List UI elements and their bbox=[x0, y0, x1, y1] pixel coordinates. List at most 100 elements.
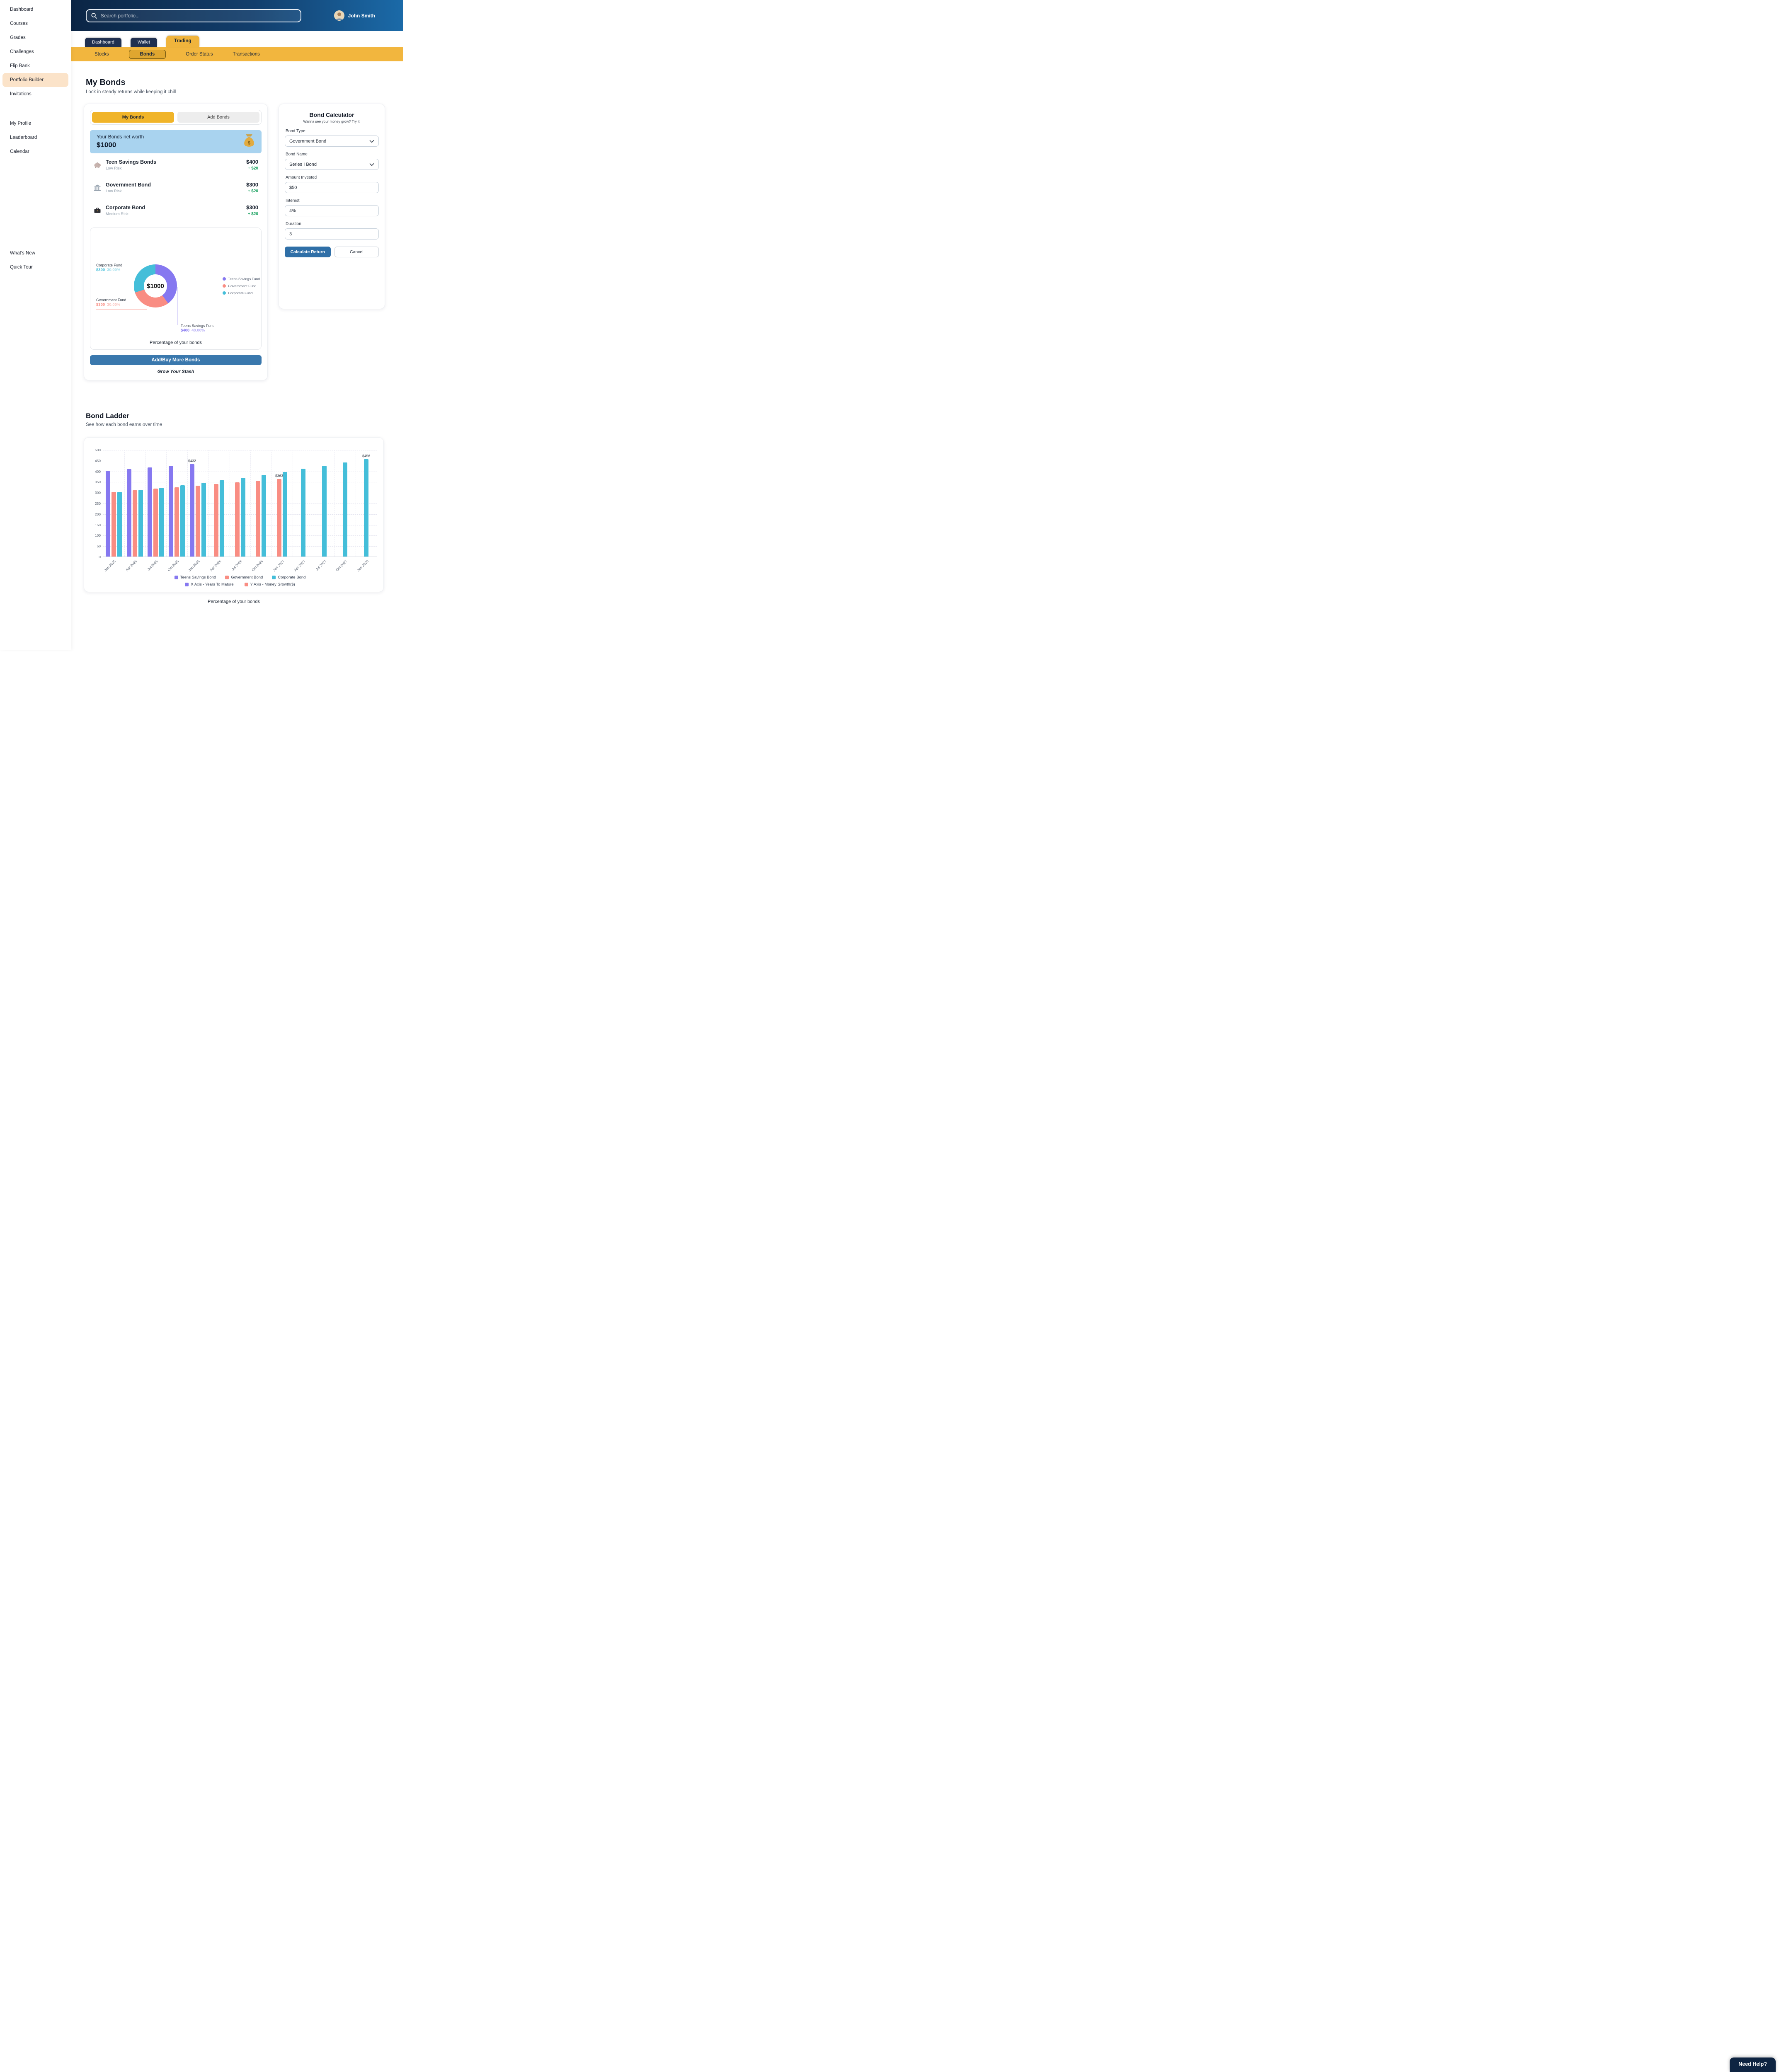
sidebar-item-challenges[interactable]: Challenges bbox=[10, 49, 34, 54]
money-bag-icon: $ bbox=[243, 134, 255, 149]
gridline bbox=[271, 450, 272, 557]
bar-government-bond-apr-2026 bbox=[213, 484, 218, 557]
net-worth-label: Your Bonds net worth bbox=[97, 134, 144, 140]
subtab-transactions[interactable]: Transactions bbox=[233, 51, 260, 57]
sidebar-nav: Dashboard Courses Grades Challenges Flip Ban… bbox=[0, 2, 71, 274]
legend-item-corporate-fund: Corporate Fund bbox=[223, 291, 260, 295]
trading-subtabs: Stocks Bonds Order Status Transactions bbox=[71, 47, 403, 61]
add-buy-more-bonds-button[interactable]: Add/Buy More Bonds bbox=[90, 355, 262, 365]
bar-teens-savings-bond-apr-2025 bbox=[126, 469, 131, 557]
briefcase-icon bbox=[93, 206, 102, 215]
legend-label: Corporate Fund bbox=[228, 291, 253, 295]
subtab-bonds[interactable]: Bonds bbox=[128, 49, 166, 59]
legend-label: Teens Savings Fund bbox=[228, 277, 260, 281]
bond-value: $300 bbox=[246, 182, 258, 188]
bond-allocation-chart: $1000 Corporate Fund $300 30.00% Governme… bbox=[90, 228, 262, 350]
y-tick-label: 150 bbox=[95, 523, 101, 527]
interest-field[interactable] bbox=[285, 205, 379, 216]
bar-chart-legend: Teens Savings Bond Government Bond Corpora… bbox=[103, 575, 377, 580]
gridline bbox=[334, 450, 335, 557]
duration-input[interactable] bbox=[289, 231, 374, 237]
main-column: John Smith Dashboard Wallet Trading Stocks… bbox=[71, 0, 403, 650]
legend-swatch bbox=[244, 583, 248, 586]
corporate-fund-label: Corporate Fund $300 30.00% bbox=[96, 263, 123, 272]
bar-corporate-bond-jan-2027 bbox=[283, 472, 288, 557]
calculator-title: Bond Calculator bbox=[309, 111, 354, 118]
sidebar-item-calendar[interactable]: Calendar bbox=[10, 149, 29, 154]
interest-label: Interest bbox=[286, 198, 300, 203]
add-bonds-toggle-button[interactable]: Add Bonds bbox=[177, 112, 259, 123]
bar-government-bond-jan-2025 bbox=[111, 491, 116, 557]
bond-row-corporate-bond[interactable]: Corporate Bond Medium Risk $300 + $20 bbox=[90, 199, 262, 222]
search-box[interactable] bbox=[86, 9, 301, 22]
bar-teens-savings-bond-jan-2025 bbox=[105, 471, 110, 557]
legend-item-x-axis-years-to-mature: X Axis - Years To Mature bbox=[185, 582, 234, 587]
bar-teens-savings-bond-oct-2025 bbox=[169, 466, 174, 557]
donut-center-value: $1000 bbox=[147, 282, 164, 290]
bond-name: Government Bond bbox=[106, 182, 151, 188]
sidebar: Dashboard Courses Grades Challenges Flip Ban… bbox=[0, 0, 71, 650]
bond-calculator-card: Bond Calculator Wanna see your money gro… bbox=[279, 104, 385, 309]
page-title: My Bonds bbox=[86, 78, 126, 87]
tab-trading[interactable]: Trading bbox=[166, 36, 199, 47]
gridline bbox=[103, 546, 377, 547]
bond-type-select[interactable]: Government Bond bbox=[285, 136, 379, 147]
bond-row-government-bond[interactable]: Government Bond Low Risk $300 + $20 bbox=[90, 176, 262, 199]
sidebar-item-portfolio-builder[interactable]: Portfolio Builder bbox=[2, 73, 68, 87]
interest-input[interactable] bbox=[289, 208, 374, 213]
gridline bbox=[208, 450, 209, 557]
tab-wallet[interactable]: Wallet bbox=[130, 38, 157, 47]
bank-icon bbox=[93, 184, 102, 192]
sidebar-item-grades[interactable]: Grades bbox=[10, 35, 26, 40]
legend-item-y-axis-money-growth: Y Axis - Money Growth($) bbox=[244, 582, 295, 587]
my-bonds-toggle-button[interactable]: My Bonds bbox=[92, 112, 174, 123]
axis-notes: X Axis - Years To Mature Y Axis - Money G… bbox=[103, 582, 377, 587]
bar-government-bond-jul-2026 bbox=[235, 482, 240, 557]
need-help-button[interactable]: Need Help? bbox=[1730, 2057, 1776, 2072]
bar-corporate-bond-apr-2026 bbox=[219, 480, 224, 557]
calculator-buttons: Calculate Return Cancel bbox=[285, 247, 379, 257]
subtab-order-status[interactable]: Order Status bbox=[186, 51, 213, 57]
bond-name-select[interactable]: Series I Bond bbox=[285, 159, 379, 170]
calculate-return-button[interactable]: Calculate Return bbox=[285, 247, 331, 257]
bar-annotation: $363 bbox=[275, 473, 283, 478]
my-bonds-card: My Bonds Add Bonds Your Bonds net worth … bbox=[84, 104, 268, 380]
donut-legend: Teens Savings Fund Government Fund Corpora… bbox=[223, 277, 260, 298]
bond-change: + $20 bbox=[247, 166, 258, 171]
sidebar-item-dashboard[interactable]: Dashboard bbox=[10, 7, 34, 12]
sidebar-item-quick-tour[interactable]: Quick Tour bbox=[10, 265, 33, 270]
y-tick-label: 300 bbox=[95, 491, 101, 495]
sidebar-item-what-s-new[interactable]: What's New bbox=[10, 251, 35, 256]
sidebar-item-courses[interactable]: Courses bbox=[10, 21, 28, 26]
search-input[interactable] bbox=[101, 12, 296, 19]
y-tick-label: 500 bbox=[95, 448, 101, 452]
bar-corporate-bond-jul-2027 bbox=[322, 465, 327, 557]
amount-invested-field[interactable] bbox=[285, 182, 379, 193]
user-menu[interactable]: John Smith bbox=[334, 10, 375, 21]
tab-dashboard[interactable]: Dashboard bbox=[85, 38, 121, 47]
sidebar-item-leaderboard[interactable]: Leaderboard bbox=[10, 135, 37, 140]
sidebar-item-flip-bank[interactable]: Flip Bank bbox=[10, 63, 30, 68]
bar-corporate-bond-oct-2026 bbox=[262, 474, 267, 557]
bar-corporate-bond-oct-2027 bbox=[343, 462, 348, 557]
sidebar-item-my-profile[interactable]: My Profile bbox=[10, 121, 32, 126]
gridline bbox=[250, 450, 251, 557]
bar-corporate-bond-oct-2025 bbox=[180, 485, 185, 557]
y-tick-label: 50 bbox=[97, 544, 101, 549]
sidebar-item-invitations[interactable]: Invitations bbox=[10, 92, 32, 97]
amount-invested-input[interactable] bbox=[289, 185, 374, 190]
bond-type-label: Bond Type bbox=[286, 129, 305, 133]
subtab-stocks[interactable]: Stocks bbox=[95, 51, 109, 57]
bar-chart-plot: 0 50 100 150 200 250 300 350 400 450 500 Jan 2025 Ap… bbox=[95, 448, 377, 572]
page: Dashboard Courses Grades Challenges Flip Ban… bbox=[0, 0, 403, 650]
bar-corporate-bond-jul-2025 bbox=[159, 487, 164, 557]
duration-field[interactable] bbox=[285, 228, 379, 240]
bond-row-teen-savings-bonds[interactable]: Teen Savings Bonds Low Risk $400 + $20 bbox=[90, 153, 262, 176]
legend-item-corporate-bond: Corporate Bond bbox=[272, 575, 305, 580]
cancel-button[interactable]: Cancel bbox=[334, 247, 379, 257]
legend-item-government-fund: Government Fund bbox=[223, 284, 260, 288]
bar-corporate-bond-jan-2026 bbox=[201, 482, 206, 557]
user-name: John Smith bbox=[348, 12, 375, 19]
bond-ladder-subtitle: See how each bond earns over time bbox=[86, 422, 162, 427]
bond-list: Teen Savings Bonds Low Risk $400 + $20 Gover… bbox=[90, 153, 262, 222]
